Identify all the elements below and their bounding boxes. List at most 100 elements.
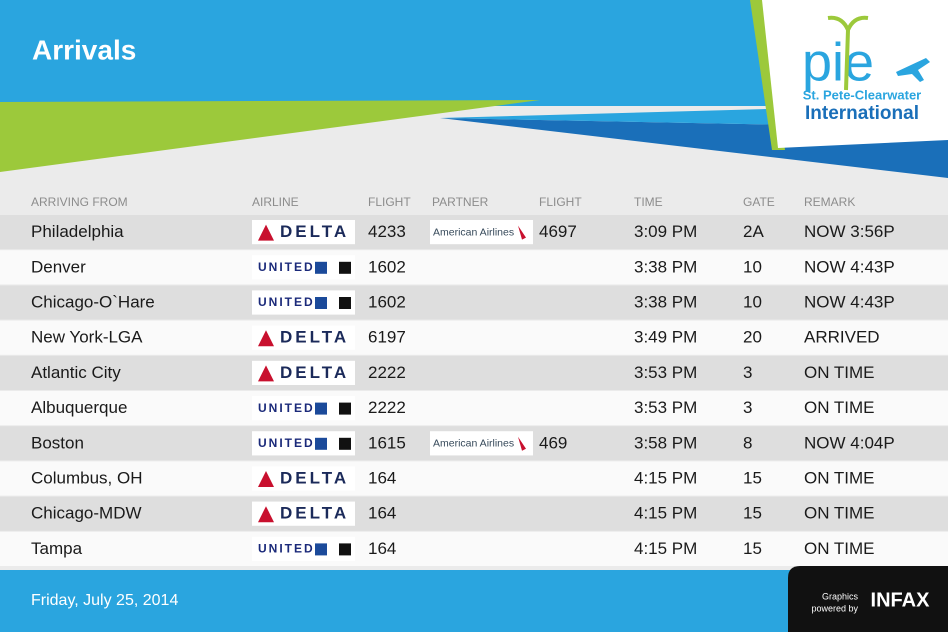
airline-name: UNITED — [258, 542, 315, 556]
cell-text: Chicago-MDW — [31, 504, 142, 523]
cell-text: 3:58 PM — [634, 433, 697, 452]
row-background — [0, 285, 948, 320]
cell-text: 469 — [539, 433, 567, 452]
logo-line2: International — [805, 103, 919, 124]
row-background — [0, 250, 948, 285]
cell-text: 4697 — [539, 222, 577, 241]
footer-date: Friday, July 25, 2014 — [31, 592, 178, 609]
cell-text: New York-LGA — [31, 328, 143, 347]
cell-text: ON TIME — [804, 398, 875, 417]
cell-text: 6197 — [368, 328, 406, 347]
airline-name: DELTA — [280, 363, 349, 382]
cell-text: 10 — [743, 257, 762, 276]
credit-line2: powered by — [811, 603, 858, 613]
star-alliance — [339, 261, 351, 274]
united-globe — [315, 402, 327, 415]
delta-triangle — [258, 471, 274, 487]
cell-text: 3:49 PM — [634, 328, 697, 347]
cell-text: 3:09 PM — [634, 222, 697, 241]
logo-mark: pie — [802, 32, 874, 92]
row-background — [0, 355, 948, 390]
cell-text: 3 — [743, 398, 752, 417]
star-alliance — [339, 437, 351, 450]
page-title: Arrivals — [32, 34, 136, 65]
cell-text: ON TIME — [804, 539, 875, 558]
cell-text: ON TIME — [804, 504, 875, 523]
cell-text: 3:38 PM — [634, 257, 697, 276]
united-globe — [315, 543, 327, 556]
cell-text: 3:53 PM — [634, 363, 697, 382]
aa-mark — [518, 436, 526, 451]
partner-name: American Airlines — [433, 226, 514, 238]
airline-logo — [252, 536, 355, 561]
star-alliance — [339, 543, 351, 556]
logo-palm — [827, 15, 869, 91]
arrivals-table: ARRIVING FROM AIRLINE FLIGHT PARTNER FLIGHT T… — [0, 195, 948, 566]
cell-text: NOW 4:43P — [804, 292, 895, 311]
cell-text: 15 — [743, 468, 762, 487]
cell-text: 15 — [743, 539, 762, 558]
cell-text: Chicago-O`Hare — [31, 292, 155, 311]
column-header: PARTNER — [432, 195, 489, 209]
column-header: FLIGHT — [368, 195, 411, 209]
airline-name: DELTA — [280, 328, 349, 347]
green-swoosh — [0, 100, 540, 172]
airline-logo — [252, 255, 355, 280]
cell-text: 2A — [743, 222, 764, 241]
row-background — [0, 461, 948, 496]
logo-plane — [896, 58, 930, 82]
cell-text: 8 — [743, 433, 752, 452]
column-header: TIME — [634, 195, 663, 209]
united-globe — [315, 261, 327, 274]
column-header: AIRLINE — [252, 195, 299, 209]
united-globe — [315, 297, 327, 309]
cell-text: Denver — [31, 257, 86, 276]
cell-text: 164 — [368, 468, 396, 487]
cell-text: 4:15 PM — [634, 468, 697, 487]
cell-text: 10 — [743, 292, 762, 311]
partner-name: American Airlines — [433, 438, 514, 450]
cell-text: NOW 3:56P — [804, 222, 895, 241]
credit-line1: Graphics — [822, 591, 859, 601]
cell-text: NOW 4:43P — [804, 257, 895, 276]
delta-triangle — [258, 365, 274, 382]
logo-panel — [762, 0, 948, 148]
row-background — [0, 531, 948, 566]
cell-text: 3:53 PM — [634, 398, 697, 417]
cell-text: 4233 — [368, 222, 406, 241]
cell-text: 1615 — [368, 433, 406, 452]
partner-logo — [430, 220, 533, 245]
cell-text: NOW 4:04P — [804, 433, 895, 452]
row-background — [0, 391, 948, 426]
airline-name: UNITED — [258, 401, 315, 415]
cell-text: 2222 — [368, 398, 406, 417]
column-header: REMARK — [804, 195, 855, 209]
partner-logo — [430, 431, 533, 456]
cell-text: Atlantic City — [31, 363, 121, 382]
cell-text: 3 — [743, 363, 752, 382]
cell-text: ARRIVED — [804, 328, 880, 347]
cell-text: 3:38 PM — [634, 292, 697, 311]
cell-text: 1602 — [368, 257, 406, 276]
delta-triangle — [258, 224, 274, 241]
cell-text: 2222 — [368, 363, 406, 382]
airline-name: UNITED — [258, 295, 315, 309]
cell-text: 164 — [368, 504, 396, 523]
airline-name: UNITED — [258, 436, 315, 450]
airline-name: UNITED — [258, 260, 315, 274]
aa-mark — [518, 225, 526, 240]
airline-logo — [252, 396, 355, 421]
star-alliance — [339, 297, 351, 309]
cell-text: 20 — [743, 328, 762, 347]
cell-text: 1602 — [368, 292, 406, 311]
cell-text: Philadelphia — [31, 222, 124, 241]
cell-text: Tampa — [31, 539, 83, 558]
airline-name: DELTA — [280, 468, 349, 487]
airline-name: DELTA — [280, 504, 349, 523]
airline-name: DELTA — [280, 222, 349, 241]
column-header: FLIGHT — [539, 195, 582, 209]
column-header: GATE — [743, 195, 775, 209]
airline-logo — [252, 431, 355, 456]
cell-text: Boston — [31, 433, 84, 452]
